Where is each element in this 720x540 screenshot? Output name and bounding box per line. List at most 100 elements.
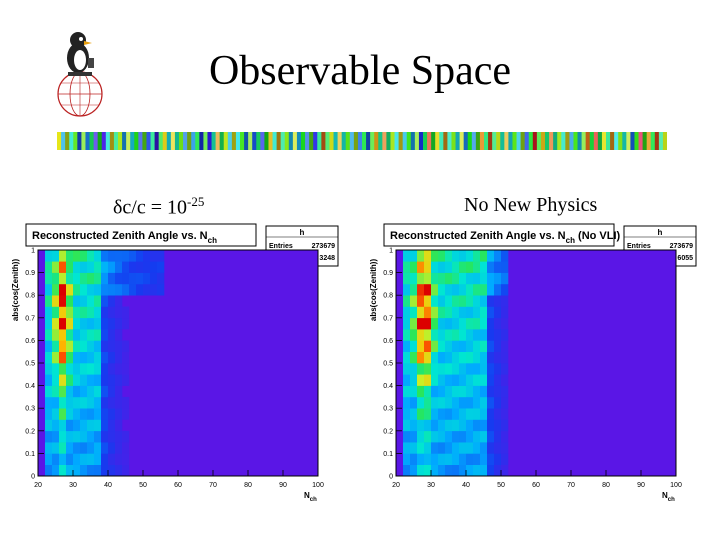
heatmap-cell [59, 419, 67, 432]
heatmap-cell [452, 250, 460, 262]
heatmap-cell [487, 283, 495, 296]
chart-vli: Reconstructed Zenith Angle vs. NchhEntri… [11, 223, 339, 503]
heatmap-cell [87, 419, 95, 432]
stripe-segment [634, 132, 640, 150]
heatmap-cell [403, 329, 411, 341]
heatmap-cell [480, 250, 488, 262]
stripe-segment [109, 132, 115, 150]
heatmap-cell [424, 351, 432, 364]
heatmap-cell [87, 340, 95, 352]
heatmap-cell [480, 464, 488, 477]
heatmap-cell [73, 419, 81, 432]
stripe-segment [244, 132, 249, 150]
y-tick-label: 0.5 [383, 361, 393, 368]
heatmap-cell [403, 419, 411, 432]
stripe-segment [508, 132, 514, 150]
stripe-segment [431, 132, 436, 150]
heatmap-cell [452, 363, 460, 375]
stripe-segment [288, 132, 294, 150]
heatmap-cell [459, 442, 467, 454]
heatmap-cell [157, 250, 165, 262]
heatmap-cell [487, 408, 495, 420]
heatmap-cell [438, 408, 446, 420]
heatmap-cell [101, 340, 109, 352]
heatmap-cell [417, 363, 425, 375]
stripe-segment [374, 132, 379, 150]
heatmap-cell [59, 385, 67, 398]
stripe-segment [321, 132, 326, 150]
penguin-icon [67, 32, 94, 76]
heatmap-cell [424, 396, 432, 409]
stripe-segment [223, 132, 229, 150]
heatmap-cell [403, 363, 411, 375]
stripe-segment [463, 132, 469, 150]
heatmap-cell [487, 306, 495, 319]
heatmap-cell [473, 442, 481, 454]
heatmap-cell [122, 306, 130, 319]
heatmap-cell [466, 453, 474, 465]
heatmap-cell [52, 295, 60, 307]
heatmap-cell [80, 374, 88, 386]
heatmap-cell [66, 374, 74, 386]
stripe-segment [284, 132, 290, 150]
heatmap-cell [480, 317, 488, 330]
heatmap-cell [473, 317, 481, 330]
heatmap-cell [487, 464, 495, 477]
heatmap-cell [59, 374, 67, 386]
x-axis-label: Nch [304, 491, 317, 503]
heatmap-cell [66, 419, 74, 432]
heatmap-cell [403, 408, 411, 420]
heatmap-cell [101, 430, 109, 443]
heatmap-cell [445, 464, 453, 477]
heatmap-cell [452, 351, 460, 364]
heatmap-cell [473, 363, 481, 375]
heatmap-cell [487, 385, 495, 398]
heatmap-cell [410, 464, 418, 477]
x-tick-label: 60 [174, 482, 182, 489]
heatmap-cell [115, 340, 123, 352]
x-axis-label-subscript: ch [310, 497, 317, 503]
heatmap-cell [52, 283, 60, 296]
heatmap-cell [501, 306, 509, 319]
heatmap-cell [466, 464, 474, 477]
heatmap-cell [480, 340, 488, 352]
x-tick-label: 70 [209, 482, 217, 489]
heatmap-cell [494, 430, 502, 443]
heatmap-cell [59, 464, 67, 477]
heatmap-cell [101, 283, 109, 296]
heatmap-cell [80, 396, 88, 409]
stripe-segment [199, 132, 204, 150]
y-tick-label: 0.6 [25, 338, 35, 345]
heatmap-cell [52, 351, 60, 364]
heatmap-cell [466, 385, 474, 398]
y-tick-label: 0.9 [383, 270, 393, 277]
stripe-segment [252, 132, 257, 150]
heatmap-cell [452, 408, 460, 420]
stripe-segment [366, 132, 371, 150]
heatmap-cell [108, 329, 116, 341]
heatmap-cell [438, 363, 446, 375]
heatmap-cell [473, 250, 481, 262]
chart-title-text: Reconstructed Zenith Angle vs. N [390, 230, 566, 242]
heatmap-cell [431, 363, 439, 375]
x-tick-label: 40 [104, 482, 112, 489]
stripe-segment [362, 132, 367, 150]
heatmap-cell [417, 329, 425, 341]
heatmap-cell [459, 453, 467, 465]
stripe-segment [85, 132, 91, 150]
heatmap-cell [473, 295, 481, 307]
stripe-segment [179, 132, 184, 150]
stripe-segment [97, 132, 103, 150]
heatmap-cell [487, 250, 495, 262]
heatmap-cell [52, 329, 60, 341]
heatmap-cell [410, 419, 418, 432]
heatmap-cell [494, 329, 502, 341]
stripe-segment [618, 132, 623, 150]
heatmap-cell [480, 363, 488, 375]
heatmap-cell [52, 250, 60, 262]
heatmap-cell [73, 430, 81, 443]
heatmap-cell [136, 272, 144, 285]
heatmap-cell [122, 453, 130, 465]
heatmap-cell [52, 340, 60, 352]
heatmap-cell [473, 306, 481, 319]
